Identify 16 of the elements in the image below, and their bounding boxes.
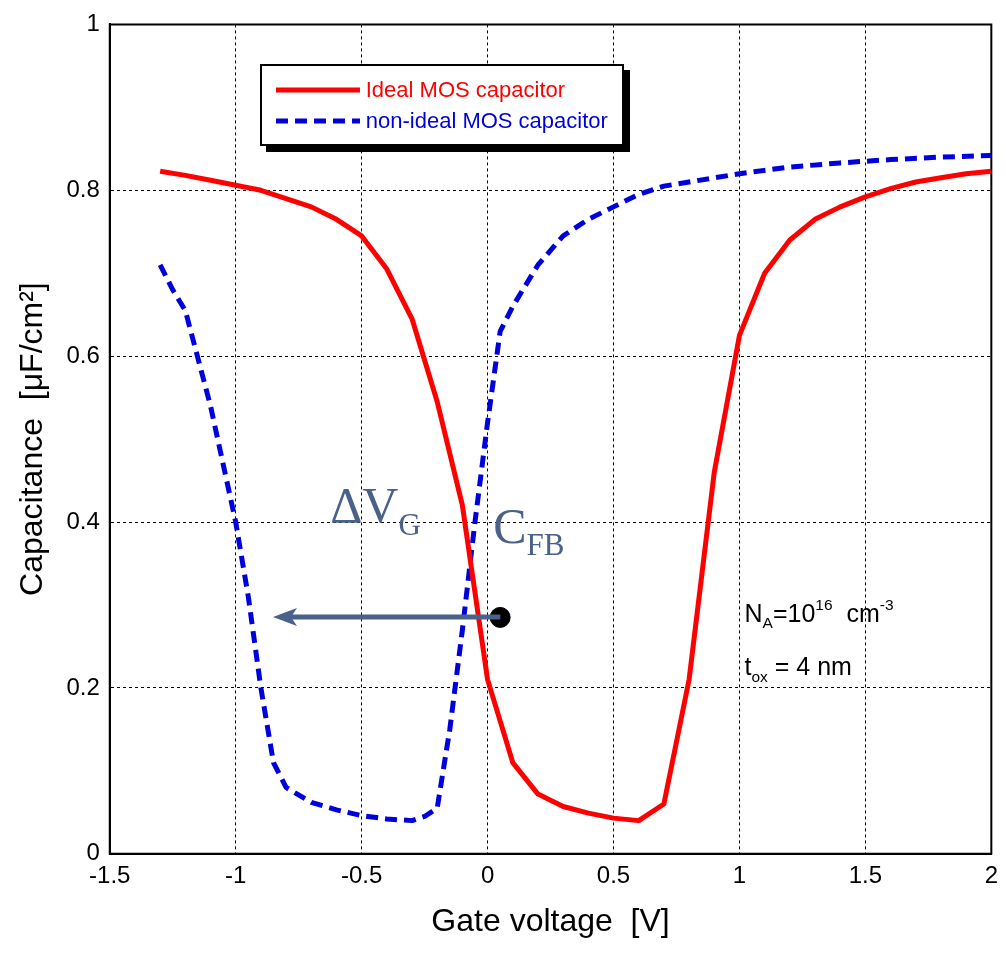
y-tick-label: 1 bbox=[86, 9, 100, 37]
y-tick-label: 0.6 bbox=[66, 340, 100, 368]
x-tick-label: -0.5 bbox=[340, 860, 383, 888]
x-tick-label: 1.5 bbox=[848, 860, 883, 888]
y-axis-title: Capacitance [μF/cm²] bbox=[13, 282, 50, 596]
x-tick-label: -1 bbox=[225, 860, 247, 888]
y-tick-label: 0.4 bbox=[66, 506, 100, 534]
x-tick-label: 0 bbox=[480, 860, 495, 888]
legend-label: Ideal MOS capacitor bbox=[365, 76, 566, 105]
y-tick-label: 0.8 bbox=[66, 174, 100, 202]
x-axis-title: Gate voltage [V] bbox=[431, 901, 670, 938]
x-tick-label: 2 bbox=[984, 860, 999, 888]
y-tick-label: 0.2 bbox=[66, 672, 100, 700]
x-tick-label: 1 bbox=[732, 860, 747, 888]
legend-label: non-ideal MOS capacitor bbox=[365, 107, 608, 136]
x-tick-label: 0.5 bbox=[596, 860, 631, 888]
